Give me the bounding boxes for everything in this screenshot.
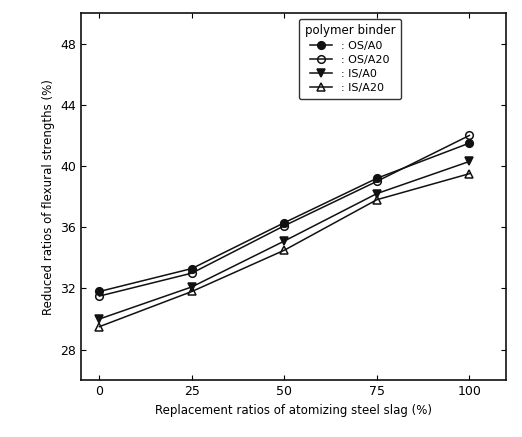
- X-axis label: Replacement ratios of atomizing steel slag (%): Replacement ratios of atomizing steel sl…: [155, 404, 432, 416]
- Y-axis label: Reduced ratios of flexural strengths (%): Reduced ratios of flexural strengths (%): [42, 79, 55, 315]
- Legend: : OS/A0, : OS/A20, : IS/A0, : IS/A20: : OS/A0, : OS/A20, : IS/A0, : IS/A20: [299, 19, 401, 99]
